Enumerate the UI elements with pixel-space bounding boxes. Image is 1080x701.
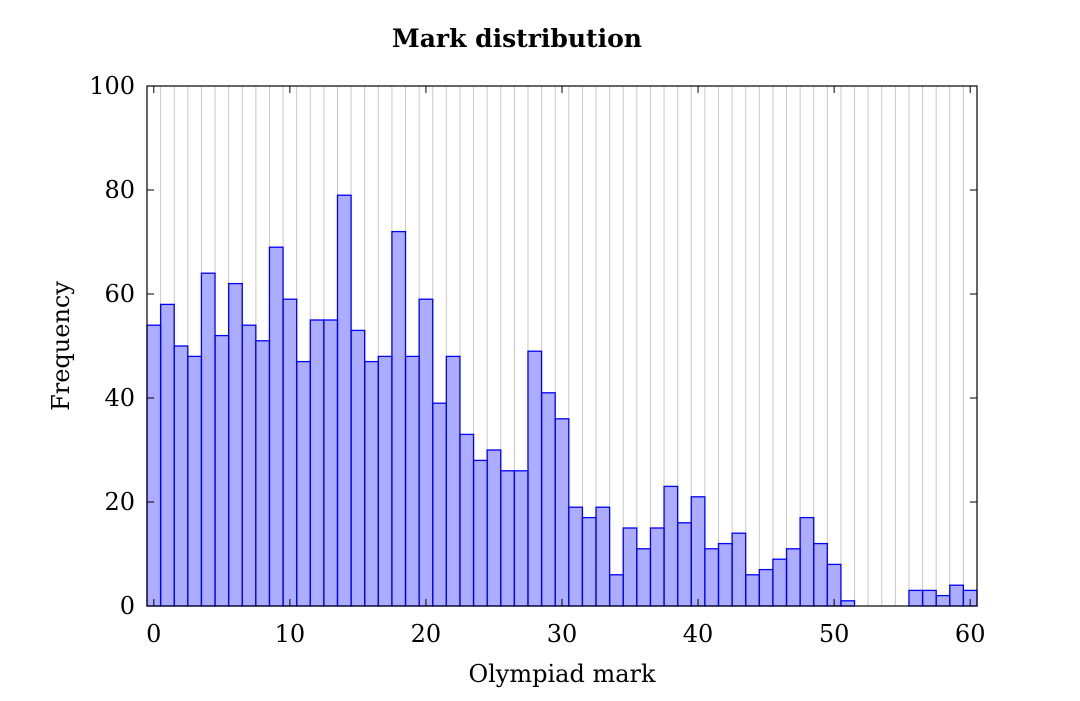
x-tick-label: 40 <box>683 620 714 648</box>
bar <box>350 329 366 607</box>
bar <box>159 303 175 607</box>
bar <box>241 324 257 607</box>
bar <box>173 345 189 607</box>
y-tick-label: 100 <box>89 72 135 100</box>
y-tick-label: 20 <box>104 488 135 516</box>
bar <box>404 355 420 607</box>
bar <box>785 548 801 607</box>
bar <box>364 360 379 607</box>
bar <box>622 527 638 607</box>
x-tick-label: 60 <box>955 620 986 648</box>
bar <box>540 392 556 607</box>
x-axis-label: Olympiad mark <box>468 660 656 688</box>
bar <box>391 230 407 607</box>
bar <box>935 594 951 607</box>
bar <box>704 548 720 607</box>
bar <box>500 470 516 607</box>
bar <box>459 433 475 607</box>
bar <box>445 355 461 607</box>
bar <box>268 246 284 607</box>
bar <box>187 355 203 607</box>
bar <box>486 449 502 607</box>
bar <box>214 334 230 607</box>
bar <box>581 516 597 607</box>
bar <box>649 527 665 607</box>
bar <box>636 548 652 607</box>
bar <box>745 574 760 607</box>
bar <box>227 282 243 607</box>
x-tick-label: 30 <box>547 620 578 648</box>
y-axis-label: Frequency <box>47 281 75 411</box>
bar <box>200 272 216 607</box>
bar <box>255 340 271 607</box>
bar <box>731 532 747 607</box>
x-tick-label: 20 <box>411 620 442 648</box>
bar <box>690 496 706 607</box>
bar <box>717 542 733 607</box>
bar <box>432 402 447 607</box>
bar <box>758 568 774 607</box>
bars <box>146 194 978 607</box>
bar <box>323 319 339 607</box>
bar <box>921 589 937 607</box>
bar <box>282 298 298 607</box>
bar <box>418 298 434 607</box>
bar <box>663 485 679 607</box>
x-tick-label: 50 <box>819 620 850 648</box>
bar <box>554 418 570 607</box>
bar <box>309 319 325 607</box>
bar <box>608 574 624 607</box>
y-tick-label: 40 <box>104 384 135 412</box>
bar <box>146 324 162 607</box>
bar <box>772 558 788 607</box>
bar <box>813 542 828 607</box>
axis-ticks: 0 10 20 30 40 50 60 0 20 40 60 80 100 <box>89 72 985 648</box>
bar <box>336 194 352 607</box>
y-tick-label: 0 <box>120 592 135 620</box>
bar <box>296 360 311 607</box>
bar <box>840 600 856 607</box>
bar <box>527 350 543 607</box>
y-tick-label: 60 <box>104 280 135 308</box>
chart-title: Mark distribution <box>392 24 642 53</box>
y-tick-label: 80 <box>104 176 135 204</box>
bar <box>949 584 965 607</box>
bar <box>377 355 393 607</box>
x-tick-label: 10 <box>275 620 306 648</box>
bar <box>799 516 815 607</box>
bar <box>595 506 611 607</box>
bar <box>472 459 488 607</box>
bar <box>677 522 692 607</box>
bar <box>568 506 584 607</box>
bar <box>908 589 924 607</box>
x-tick-label: 0 <box>146 620 161 648</box>
bar <box>513 470 529 607</box>
